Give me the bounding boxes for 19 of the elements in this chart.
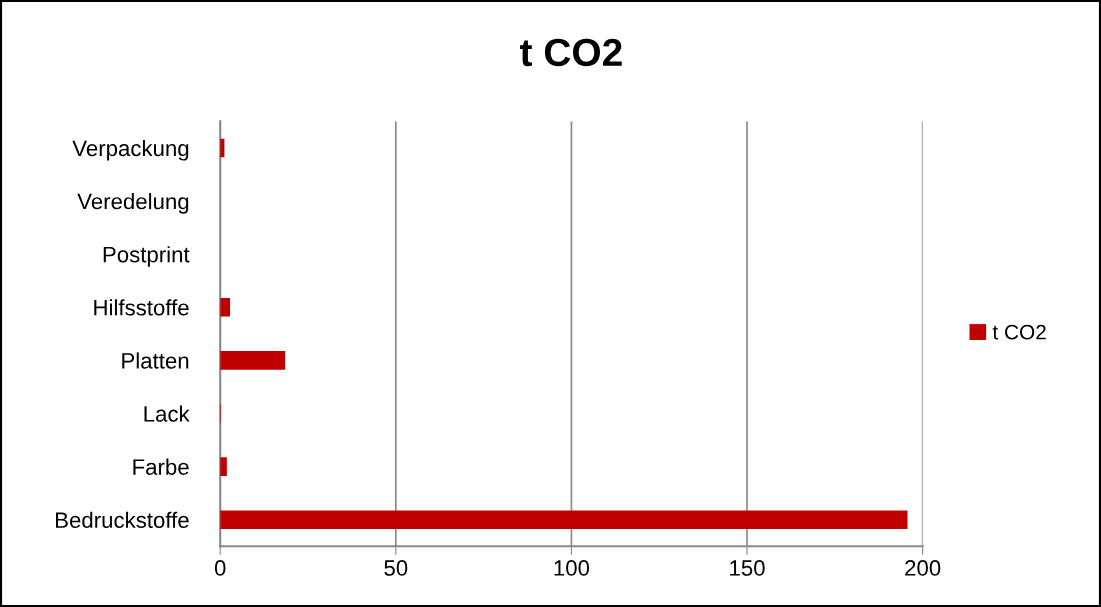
x-tick-label: 50 [384,560,408,576]
bar [220,510,908,530]
x-tick-label: 100 [554,560,590,576]
y-tick-label: Bedruckstoffe [55,511,189,529]
y-tick-label: Platten [122,352,189,369]
bar [220,351,286,370]
y-tick-label: Verpackung [72,139,189,161]
bar [220,457,227,476]
y-tick-label: Postprint [103,246,190,267]
x-tick-label: 0 [214,560,226,576]
bar [220,298,231,317]
y-tick-label: Hilfsstoffe [94,299,189,316]
chart-title: t CO2 [520,38,622,67]
x-tick-label: 150 [730,560,765,576]
x-tick-label: 200 [905,560,941,576]
y-tick-label: Lack [144,405,190,422]
y-tick-label: Veredelung [77,193,189,214]
y-tick-label: Farbe [133,458,189,475]
legend-label: t CO2 [992,324,1046,340]
